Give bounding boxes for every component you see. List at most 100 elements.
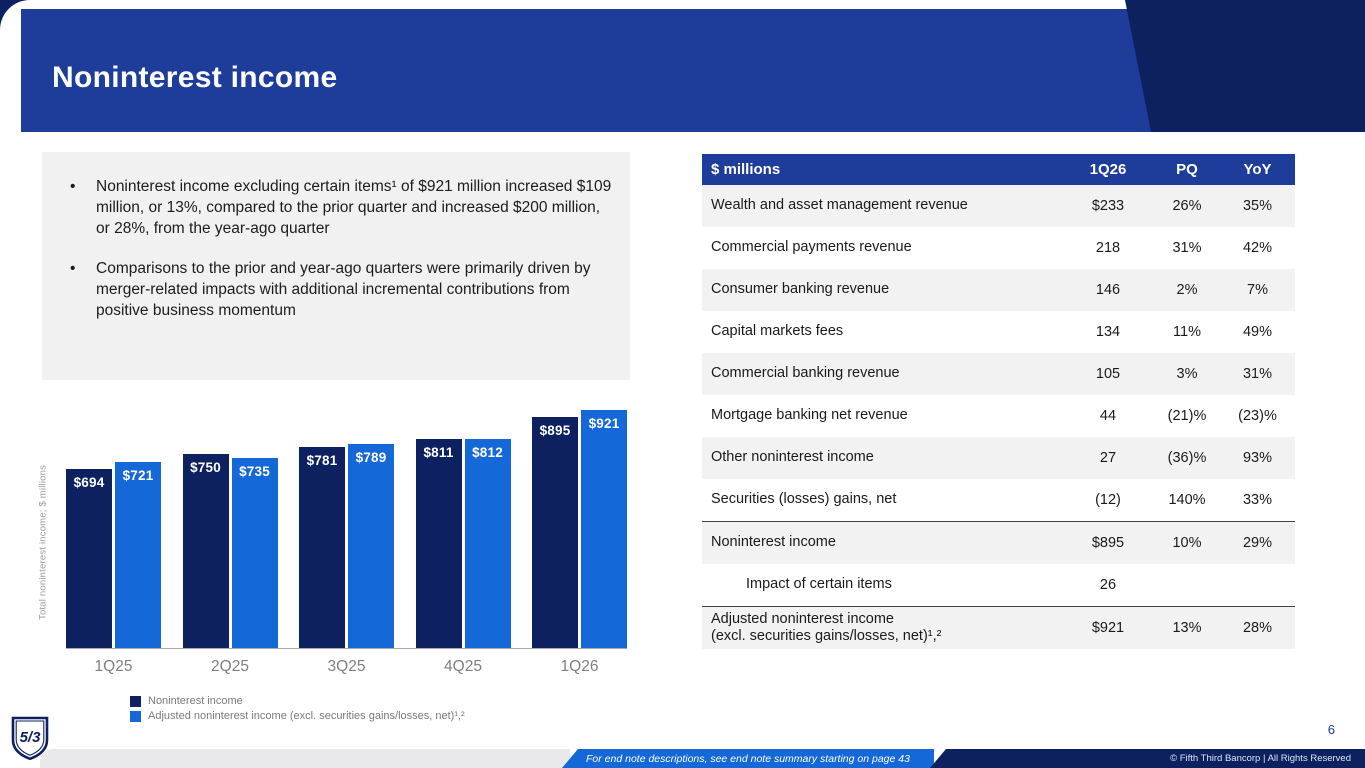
fifth-third-logo-icon: 5/3 bbox=[11, 716, 49, 761]
table-row: Securities (losses) gains, net (12) 140% 33… bbox=[702, 479, 1295, 521]
bar-value-label: $694 bbox=[73, 475, 105, 490]
chart-y-axis-label: Total noninterest income; $ millions bbox=[37, 464, 49, 620]
legend-label: Adjusted noninterest income (excl. secur… bbox=[148, 710, 465, 722]
category-label: 2Q25 bbox=[211, 658, 249, 675]
bullet-text: Comparisons to the prior and year-ago qu… bbox=[96, 260, 591, 319]
noninterest-income-chart: Total noninterest income; $ millions $69… bbox=[36, 398, 648, 743]
table-row: Adjusted noninterest income (excl. secur… bbox=[702, 606, 1295, 649]
noninterest-income-table: $ millions 1Q26 PQ YoY Wealth and asset … bbox=[702, 154, 1295, 649]
row-label: Impact of certain items bbox=[746, 576, 892, 593]
row-label: Commercial banking revenue bbox=[711, 365, 900, 382]
bar: $812 bbox=[464, 439, 511, 648]
row-value: $921 bbox=[1091, 620, 1125, 636]
legend-label: Noninterest income bbox=[148, 695, 243, 707]
table-row: Consumer banking revenue 146 2% 7% bbox=[702, 269, 1295, 311]
bar: $735 bbox=[231, 458, 278, 648]
bar-group: $895 $921 bbox=[532, 410, 627, 648]
bar: $789 bbox=[348, 444, 394, 648]
row-value: 28% bbox=[1242, 620, 1273, 636]
row-value: 44 bbox=[1099, 408, 1117, 424]
row-value: 2% bbox=[1176, 282, 1198, 298]
table-header-pq: PQ bbox=[1176, 161, 1198, 178]
table-row: Mortgage banking net revenue 44 (21)% (23)% bbox=[702, 395, 1295, 437]
page-title: Noninterest income bbox=[52, 60, 338, 94]
bar-group: $750 $735 bbox=[182, 454, 278, 648]
row-value: $233 bbox=[1091, 198, 1125, 214]
bullet-text: Noninterest income excluding certain ite… bbox=[96, 178, 612, 237]
bar-groups: $694 $721 $750 $735 $781 $789 $811 $812 $895 $921 bbox=[66, 404, 627, 649]
table-row: Commercial banking revenue 105 3% 31% bbox=[702, 353, 1295, 395]
bar-group: $694 $721 bbox=[66, 462, 161, 648]
legend-item: Adjusted noninterest income (excl. secur… bbox=[130, 710, 465, 722]
table-row: Commercial payments revenue 218 31% 42% bbox=[702, 227, 1295, 269]
row-value: (36)% bbox=[1167, 450, 1207, 466]
bullet-item: • Comparisons to the prior and year-ago … bbox=[66, 259, 612, 321]
bar-value-label: $811 bbox=[423, 445, 454, 460]
row-value: 31% bbox=[1242, 366, 1273, 382]
header-diagonal-accent bbox=[1125, 0, 1365, 132]
row-value: (12) bbox=[1095, 492, 1121, 508]
row-label: Capital markets fees bbox=[711, 323, 844, 340]
row-value: 26% bbox=[1172, 198, 1202, 214]
table-row: Wealth and asset management revenue $233 2… bbox=[702, 185, 1295, 227]
bar-value-label: $895 bbox=[539, 423, 571, 438]
bar-group: $781 $789 bbox=[299, 444, 394, 648]
row-label: Wealth and asset management revenue bbox=[711, 197, 968, 214]
bar-value-label: $750 bbox=[190, 460, 221, 475]
row-value: 27 bbox=[1099, 450, 1117, 466]
bar-value-label: $812 bbox=[472, 445, 503, 460]
bar: $750 bbox=[182, 454, 229, 648]
table-row: Capital markets fees 134 11% 49% bbox=[702, 311, 1295, 353]
row-value: 33% bbox=[1242, 492, 1273, 508]
table-header-yoy: YoY bbox=[1243, 161, 1272, 178]
row-value: 11% bbox=[1173, 324, 1201, 340]
row-label: Adjusted noninterest income (excl. secur… bbox=[711, 610, 942, 644]
bullet-item: • Noninterest income excluding certain i… bbox=[66, 177, 612, 239]
row-label: Mortgage banking net revenue bbox=[711, 407, 908, 424]
row-value: 7% bbox=[1247, 282, 1268, 298]
bar: $811 bbox=[415, 439, 462, 648]
bullet-marker: • bbox=[70, 260, 76, 278]
row-value: 105 bbox=[1095, 366, 1121, 382]
category-label: 1Q25 bbox=[94, 658, 133, 675]
legend-swatch-icon bbox=[130, 710, 141, 722]
footer-endnote-strip: For end note descriptions, see end note … bbox=[562, 749, 934, 768]
category-label: 1Q26 bbox=[560, 658, 599, 675]
row-label: Securities (losses) gains, net bbox=[711, 491, 897, 508]
legend-swatch-icon bbox=[130, 695, 141, 707]
bar: $694 bbox=[66, 469, 112, 648]
bar: $921 bbox=[581, 410, 627, 648]
bar: $721 bbox=[115, 462, 161, 648]
row-value: 26 bbox=[1099, 577, 1117, 593]
row-value: 35% bbox=[1242, 198, 1273, 214]
footer-copyright-strip: © Fifth Third Bancorp | All Rights Reser… bbox=[930, 749, 1365, 768]
bar-group: $811 $812 bbox=[415, 439, 511, 648]
logo-text: 5/3 bbox=[20, 729, 42, 746]
row-value: 134 bbox=[1095, 324, 1121, 340]
row-value: (21)% bbox=[1167, 408, 1207, 424]
table-header-metric: $ millions bbox=[711, 161, 781, 178]
table-body: Wealth and asset management revenue $233 2… bbox=[702, 185, 1295, 649]
row-value: 93% bbox=[1242, 450, 1273, 466]
bullet-marker: • bbox=[70, 178, 76, 195]
row-value: (23)% bbox=[1238, 408, 1277, 424]
row-label: Other noninterest income bbox=[711, 449, 874, 466]
bar: $781 bbox=[299, 447, 345, 648]
chart-legend: Noninterest income Adjusted noninterest i… bbox=[130, 695, 465, 725]
bar-value-label: $921 bbox=[588, 416, 620, 431]
row-value: 140% bbox=[1168, 492, 1206, 508]
row-value: 146 bbox=[1095, 282, 1121, 298]
row-value: 10% bbox=[1172, 535, 1202, 551]
bar-value-label: $735 bbox=[239, 464, 270, 479]
bar: $895 bbox=[532, 417, 578, 648]
row-value: 42% bbox=[1242, 240, 1273, 256]
row-label: Commercial payments revenue bbox=[711, 239, 912, 256]
table-row: Impact of certain items 26 bbox=[702, 564, 1295, 606]
summary-box: • Noninterest income excluding certain i… bbox=[42, 152, 630, 380]
row-label: Consumer banking revenue bbox=[711, 281, 890, 298]
legend-item: Noninterest income bbox=[130, 695, 465, 707]
category-label: 4Q25 bbox=[444, 658, 482, 675]
bar-value-label: $781 bbox=[306, 453, 338, 468]
footer-gray-strip bbox=[40, 749, 570, 768]
